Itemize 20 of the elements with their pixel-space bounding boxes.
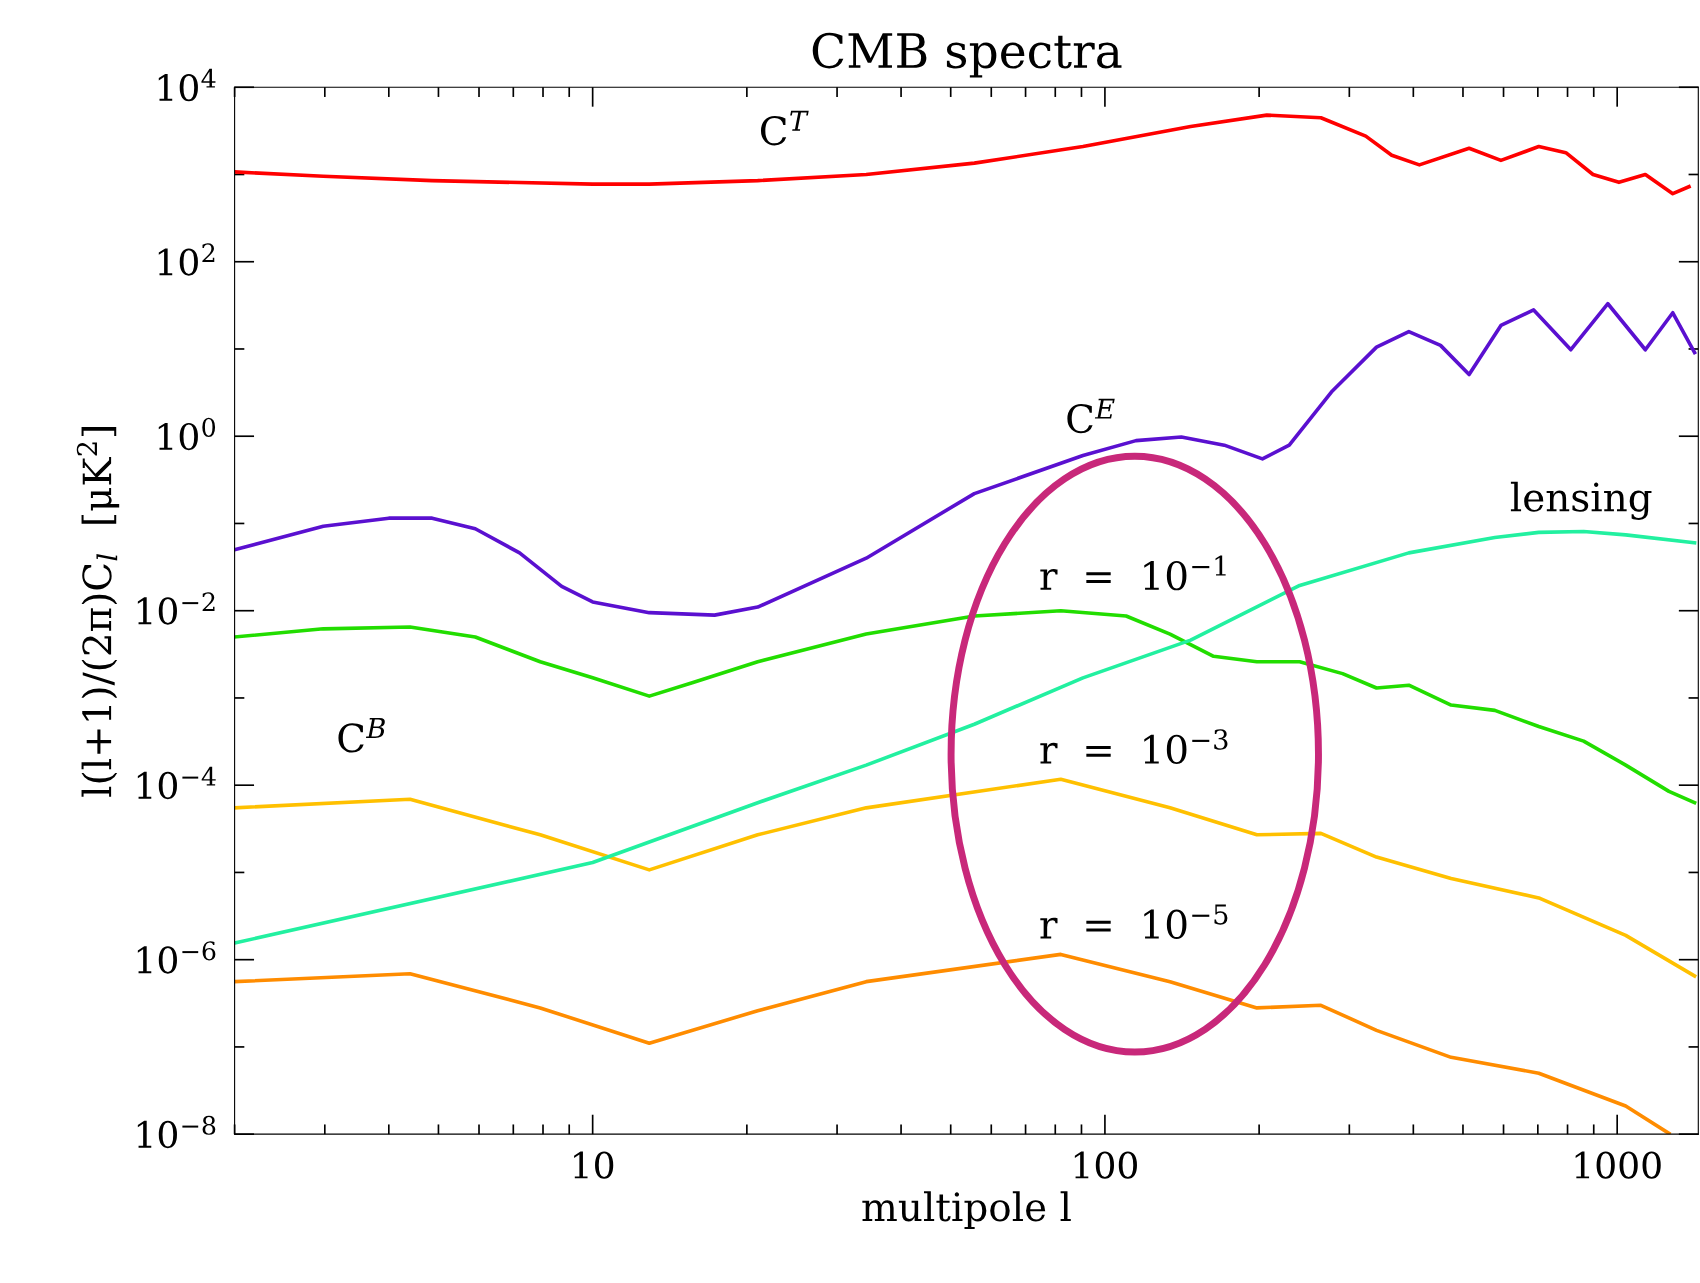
- series-label: lensing: [1510, 481, 1652, 520]
- series-label: C$^{T}$: [760, 110, 809, 146]
- annotation: C$^{B}$: [338, 718, 385, 753]
- y-tick-label: 10$^{4}$: [158, 68, 216, 102]
- x-tick-label: 1000: [1575, 1151, 1661, 1179]
- y-tick-label: 10$^{0}$: [158, 417, 216, 451]
- y-tick-label: 10$^{−2}$: [137, 592, 215, 625]
- series-label: r = 10$^{−1}$: [1040, 555, 1226, 591]
- y-axis-title: l(l+1)/(2π)C$_{l}$ [μK$^{2}$]: [76, 427, 120, 797]
- series-label: r = 10$^{−3}$: [1040, 729, 1228, 765]
- series-label: r = 10$^{−5}$: [1040, 904, 1228, 939]
- y-tick-label: 10$^{−4}$: [137, 766, 216, 800]
- x-axis-title: multipole l: [862, 1191, 1071, 1229]
- y-tick-label: 10$^{−8}$: [137, 1115, 216, 1149]
- series-label: C$^{E}$: [1067, 398, 1115, 434]
- x-tick-label: 100: [1074, 1151, 1137, 1179]
- chart-title: CMB spectra: [812, 32, 1122, 78]
- x-tick-label: 10: [574, 1151, 614, 1179]
- y-tick-label: 10$^{−6}$: [137, 941, 216, 974]
- y-tick-label: 10$^{2}$: [158, 243, 215, 276]
